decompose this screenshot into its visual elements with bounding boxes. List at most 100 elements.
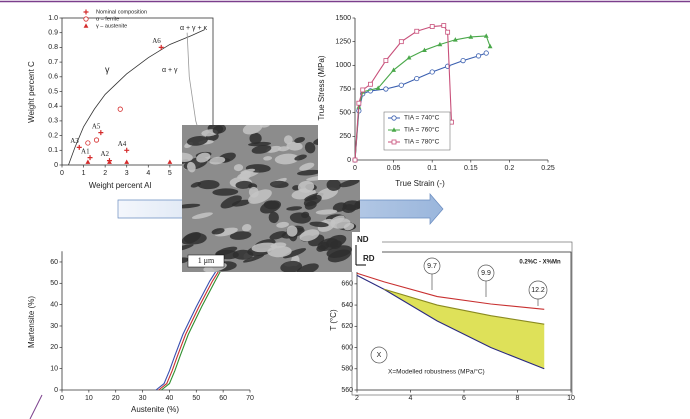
legend-label: TIA = 740°C (404, 114, 440, 122)
y-tick-label: 250 (339, 133, 351, 140)
y-tick-label: 660 (341, 281, 353, 288)
axis-rd: RD (363, 254, 375, 263)
y-tick-label: 500 (339, 110, 351, 117)
point (399, 40, 403, 44)
point (392, 140, 396, 144)
y-axis-label: Martensite (%) (27, 296, 36, 348)
point (484, 51, 488, 55)
point (357, 101, 361, 105)
scale-bar-label: 1 μm (198, 256, 215, 265)
point (476, 54, 480, 58)
x-tick-label: 2 (103, 170, 107, 177)
y-axis-label: True Stress (MPa) (317, 55, 326, 120)
x-tick-label: 20 (112, 395, 120, 402)
micrograph (170, 120, 367, 278)
series-line (159, 264, 223, 390)
point (167, 159, 172, 163)
point (353, 158, 357, 162)
point (86, 141, 90, 145)
y-tick-label: 0.8 (48, 44, 58, 51)
series-line (161, 266, 223, 390)
y-tick-label: 0.3 (48, 118, 58, 125)
grain (327, 158, 349, 172)
y-tick-label: 20 (50, 344, 58, 351)
axis-line (62, 251, 250, 390)
point (430, 70, 434, 74)
y-tick-label: 40 (50, 301, 58, 308)
y-tick-label: 750 (339, 86, 351, 93)
point (415, 29, 419, 33)
x-tick-label: 40 (166, 395, 174, 402)
point (94, 138, 98, 142)
x-tick-label: 0 (60, 170, 64, 177)
y-tick-label: 0 (347, 157, 351, 164)
y-tick-label: 10 (50, 366, 58, 373)
y-tick-label: 0.1 (48, 147, 58, 154)
point (384, 59, 388, 63)
point-label: A6 (152, 37, 161, 45)
point (392, 116, 396, 120)
y-tick-label: 1500 (335, 15, 351, 22)
y-tick-label: 0.5 (48, 88, 58, 95)
y-tick-label: 50 (50, 280, 58, 287)
y-tick-label: 30 (50, 323, 58, 330)
point (488, 44, 493, 48)
point-label: A4 (118, 140, 127, 148)
point-label: A1 (81, 147, 90, 155)
point (84, 23, 89, 27)
y-tick-label: 1250 (335, 39, 351, 46)
point (368, 82, 372, 86)
x-tick-label: 0.1 (427, 165, 437, 172)
point (461, 58, 465, 62)
x-tick-label: 0.05 (387, 165, 401, 172)
y-tick-label: 0.9 (48, 30, 58, 37)
region-label: γ (105, 64, 110, 74)
x-tick-label: 10 (567, 395, 575, 402)
x-tick-label: 6 (462, 395, 466, 402)
y-tick-label: 1.0 (48, 15, 58, 22)
y-tick-label: 60 (50, 259, 58, 266)
legend-label: TIA = 760°C (404, 126, 440, 134)
callout-note: X=Modelled robustness (MPa/°C) (388, 368, 485, 376)
grain (333, 148, 350, 156)
y-tick-label: 0.6 (48, 74, 58, 81)
point (399, 83, 403, 87)
x-tick-label: 0.2 (505, 165, 515, 172)
x-tick-label: 70 (246, 395, 254, 402)
y-tick-label: 560 (341, 387, 353, 394)
grain (319, 153, 336, 168)
callout-label: 12.2 (531, 287, 545, 294)
x-tick-label: 4 (409, 395, 413, 402)
corner-rule (30, 395, 42, 419)
x-axis-label: Austenite (%) (131, 405, 179, 414)
point-label: A2 (100, 150, 109, 158)
x-tick-label: 0 (60, 395, 64, 402)
x-tick-label: 4 (146, 170, 150, 177)
callout-label: 9.7 (427, 263, 437, 270)
grain (319, 144, 330, 156)
x-tick-label: 30 (139, 395, 147, 402)
y-tick-label: 580 (341, 366, 353, 373)
grain (342, 124, 364, 134)
x-tick-label: 0.15 (464, 165, 478, 172)
x-tick-label: 8 (516, 395, 520, 402)
x-tick-label: 50 (192, 395, 200, 402)
y-tick-label: 0 (54, 162, 58, 169)
point (415, 76, 419, 80)
point (361, 88, 365, 92)
chart-title: 0.2%C - X%Mn (519, 260, 561, 266)
point (446, 30, 450, 34)
region-label: α + γ (162, 67, 178, 74)
point (159, 45, 164, 50)
x-tick-label: 60 (219, 395, 227, 402)
grain (354, 127, 364, 134)
y-tick-label: 0.4 (48, 103, 58, 110)
y-axis-label: T (°C) (329, 309, 338, 331)
axis-nd: ND (357, 235, 369, 244)
figure: 0123456700.10.20.30.40.50.60.70.80.91.0W… (0, 0, 690, 419)
y-tick-label: 640 (341, 302, 353, 309)
y-axis-label: Weight percent C (27, 61, 36, 123)
x-axis-label: Weight percent Al (89, 181, 152, 190)
y-tick-label: 0.2 (48, 132, 58, 139)
legend-label: Nominal composition (96, 9, 147, 15)
